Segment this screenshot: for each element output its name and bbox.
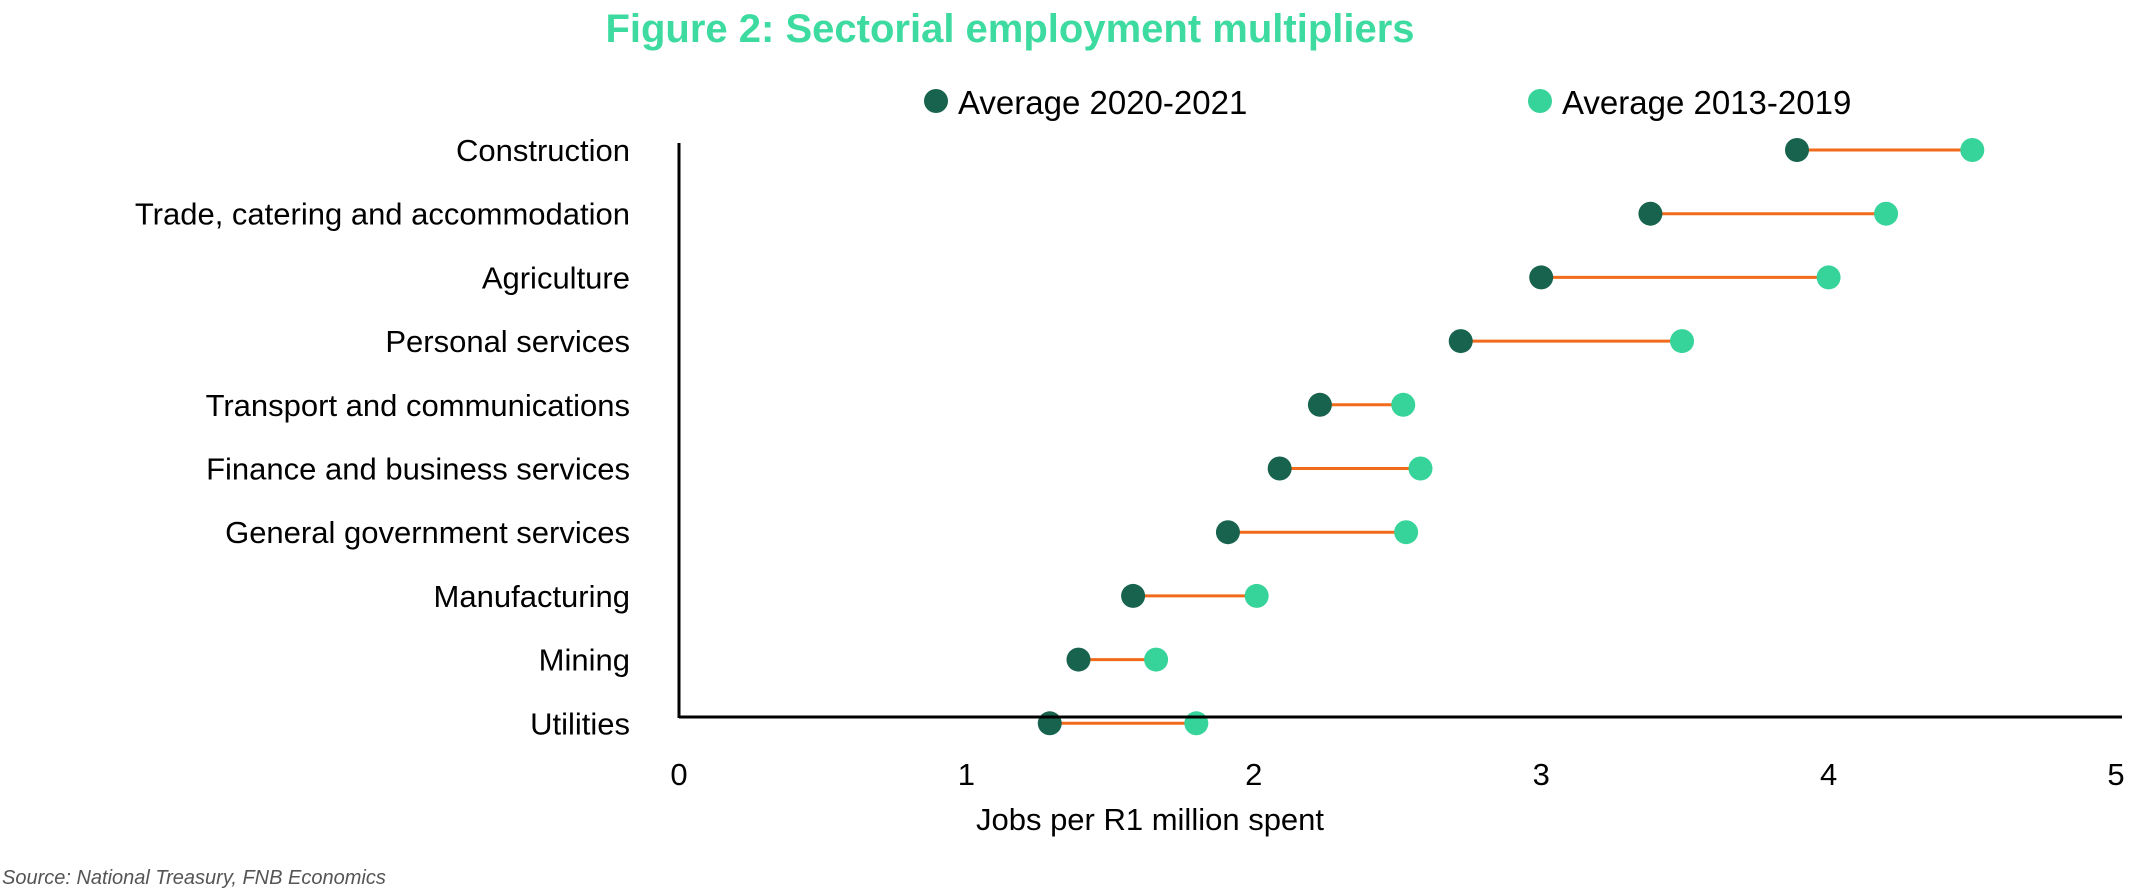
category-label-utilities: Utilities [530,706,630,741]
point-2020-2021-agriculture [1529,265,1554,290]
category-label-finance-and-business-services: Finance and business services [206,452,630,487]
point-2020-2021-manufacturing [1121,583,1146,608]
legend-marker-2020-2021 [924,89,948,113]
point-2020-2021-general-government-services [1215,520,1240,545]
plot-area [1037,138,1985,736]
x-tick-5: 5 [2107,757,2124,792]
point-2020-2021-utilities [1037,711,1062,736]
x-tick-0: 0 [670,757,687,792]
category-label-general-government-services: General government services [225,515,630,550]
source-note: Source: National Treasury, FNB Economics [2,867,386,889]
x-axis-title: Jobs per R1 million spent [976,802,1324,837]
point-2013-2019-utilities [1184,711,1209,736]
point-2020-2021-personal-services [1448,329,1473,354]
category-label-mining: Mining [539,643,630,678]
category-label-trade-catering-and-accommodation: Trade, catering and accommodation [135,197,630,232]
point-2020-2021-transport-and-communications [1307,392,1332,417]
category-label-manufacturing: Manufacturing [434,579,630,614]
x-tick-4: 4 [1820,757,1837,792]
point-2013-2019-construction [1960,138,1985,162]
point-2013-2019-general-government-services [1394,520,1419,545]
legend-marker-2013-2019 [1528,89,1552,113]
point-2013-2019-personal-services [1670,329,1695,354]
point-2013-2019-manufacturing [1244,583,1269,608]
y-category-labels: Construction Trade, catering and accommod… [135,133,630,741]
x-tick-1: 1 [958,757,975,792]
x-tick-3: 3 [1533,757,1550,792]
point-2013-2019-agriculture [1816,265,1841,290]
chart-title: Figure 2: Sectorial employment multiplie… [605,7,1414,51]
category-label-construction: Construction [456,133,630,168]
point-2020-2021-construction [1784,138,1809,162]
point-2013-2019-finance-and-business-services [1408,456,1433,481]
x-tick-labels: 0 1 2 3 4 5 [670,757,2124,792]
x-tick-2: 2 [1245,757,1262,792]
point-2013-2019-transport-and-communications [1391,392,1416,417]
point-2020-2021-mining [1066,647,1091,672]
point-2020-2021-finance-and-business-services [1267,456,1292,481]
point-2013-2019-mining [1144,647,1169,672]
legend-label-2020-2021: Average 2020-2021 [958,84,1247,121]
category-label-personal-services: Personal services [385,324,630,359]
legend-label-2013-2019: Average 2013-2019 [1562,84,1851,121]
point-2020-2021-trade-catering-and-accommodation [1638,201,1663,226]
point-2013-2019-trade-catering-and-accommodation [1874,201,1899,226]
category-label-agriculture: Agriculture [482,260,630,295]
legend: Average 2020-2021 Average 2013-2019 [924,84,1851,121]
category-label-transport-and-communications: Transport and communications [206,388,630,423]
